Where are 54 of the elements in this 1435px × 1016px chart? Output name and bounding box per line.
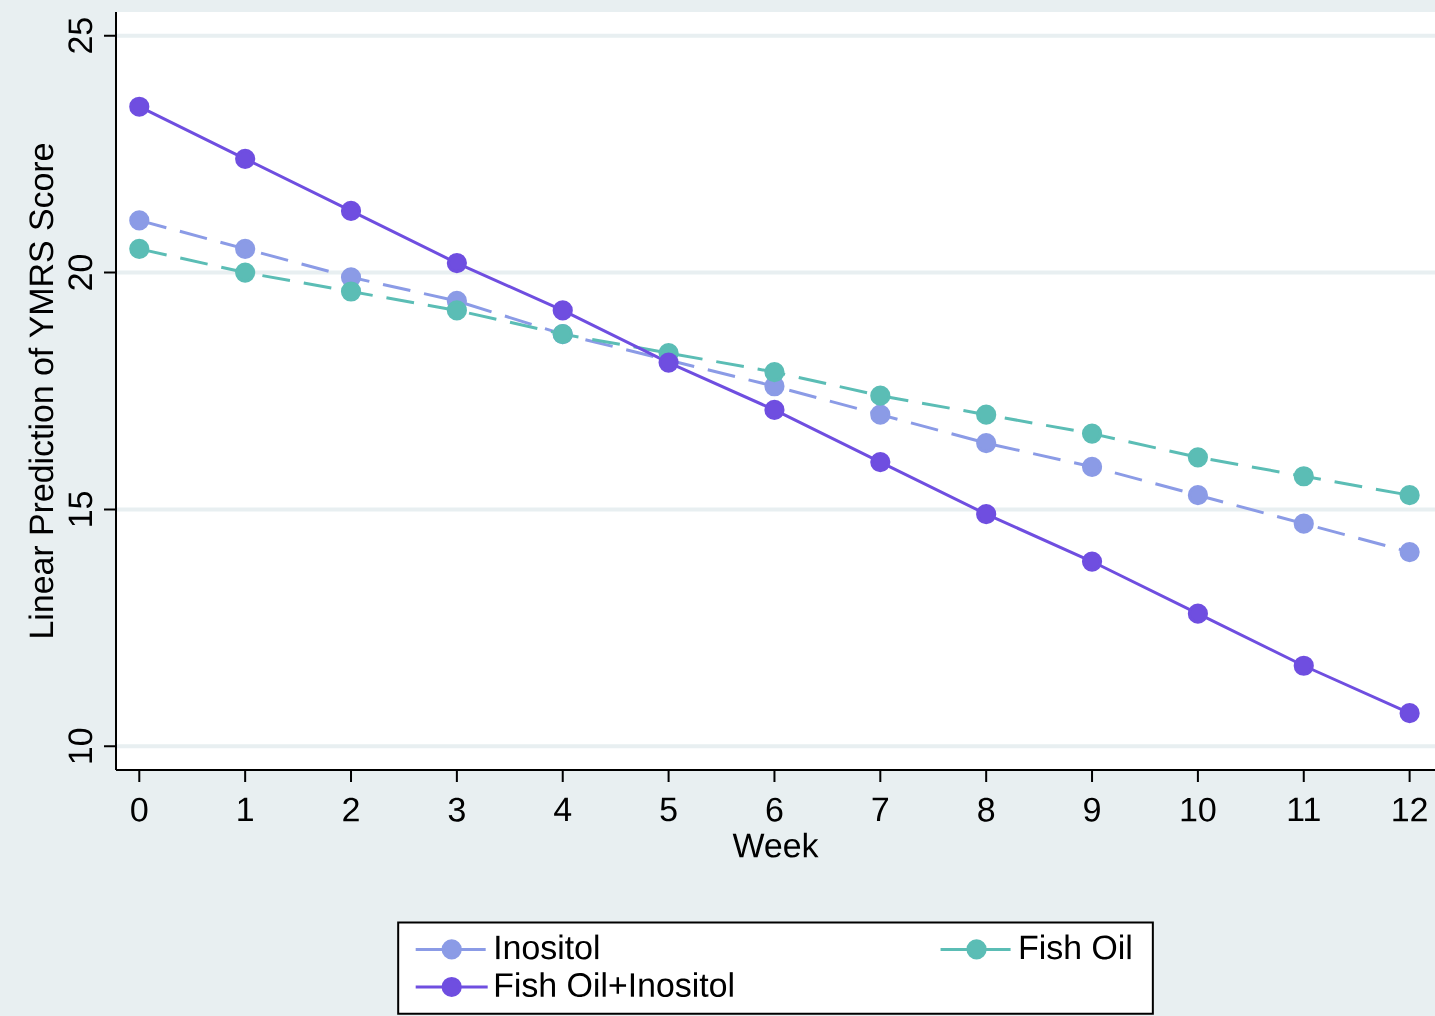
x-tick-label: 0 [131,797,148,822]
point [1081,423,1103,444]
point [129,210,150,231]
legend-label: Fish Oil+Inositol [495,972,733,998]
x-tick-label: 12 [1393,797,1427,822]
point [1293,655,1314,676]
legend-label: Fish Oil [1020,934,1131,960]
x-tick-label: 9 [1084,797,1100,822]
point [1187,485,1208,506]
x-tick-label: 7 [872,797,889,821]
x-tick-label: 10 [1181,797,1216,822]
point [870,385,891,406]
point [1293,513,1314,534]
x-tick-label: 1 [238,797,253,821]
point [1187,603,1208,624]
y-tick-label: 25 [68,18,93,53]
x-tick-label: 4 [554,797,572,821]
point [235,262,256,283]
x-tick-label: 11 [1288,797,1320,821]
y-tick-label: 20 [68,255,93,290]
point [129,96,150,117]
y-tick-label: 15 [68,492,93,526]
x-axis-title: Week [732,832,819,858]
point [1081,551,1103,572]
x-tick-label: 3 [448,797,465,822]
x-tick-label: 2 [343,797,359,822]
point [1081,456,1103,477]
point [1399,485,1420,506]
point [446,252,467,274]
point [129,238,150,259]
x-tick-label: 5 [660,797,677,822]
point [340,281,362,302]
point [235,238,256,259]
point [764,399,785,421]
point [446,300,467,321]
point [976,504,997,525]
point [976,404,997,425]
point [976,432,997,454]
legend-label: Inositol [496,934,599,960]
point [1293,466,1314,487]
point [1399,703,1420,724]
x-tick-label: 6 [766,797,783,822]
y-axis-title: Linear Prediction of YMRS Score [28,144,54,637]
point [340,200,362,222]
point [1399,541,1420,563]
point [870,404,891,425]
point [1187,447,1208,468]
point [870,451,891,473]
x-tick-label: 8 [978,797,995,822]
point [658,352,679,373]
point [552,300,573,321]
point [235,148,256,169]
point [764,361,785,383]
y-tick-label: 10 [68,728,93,763]
